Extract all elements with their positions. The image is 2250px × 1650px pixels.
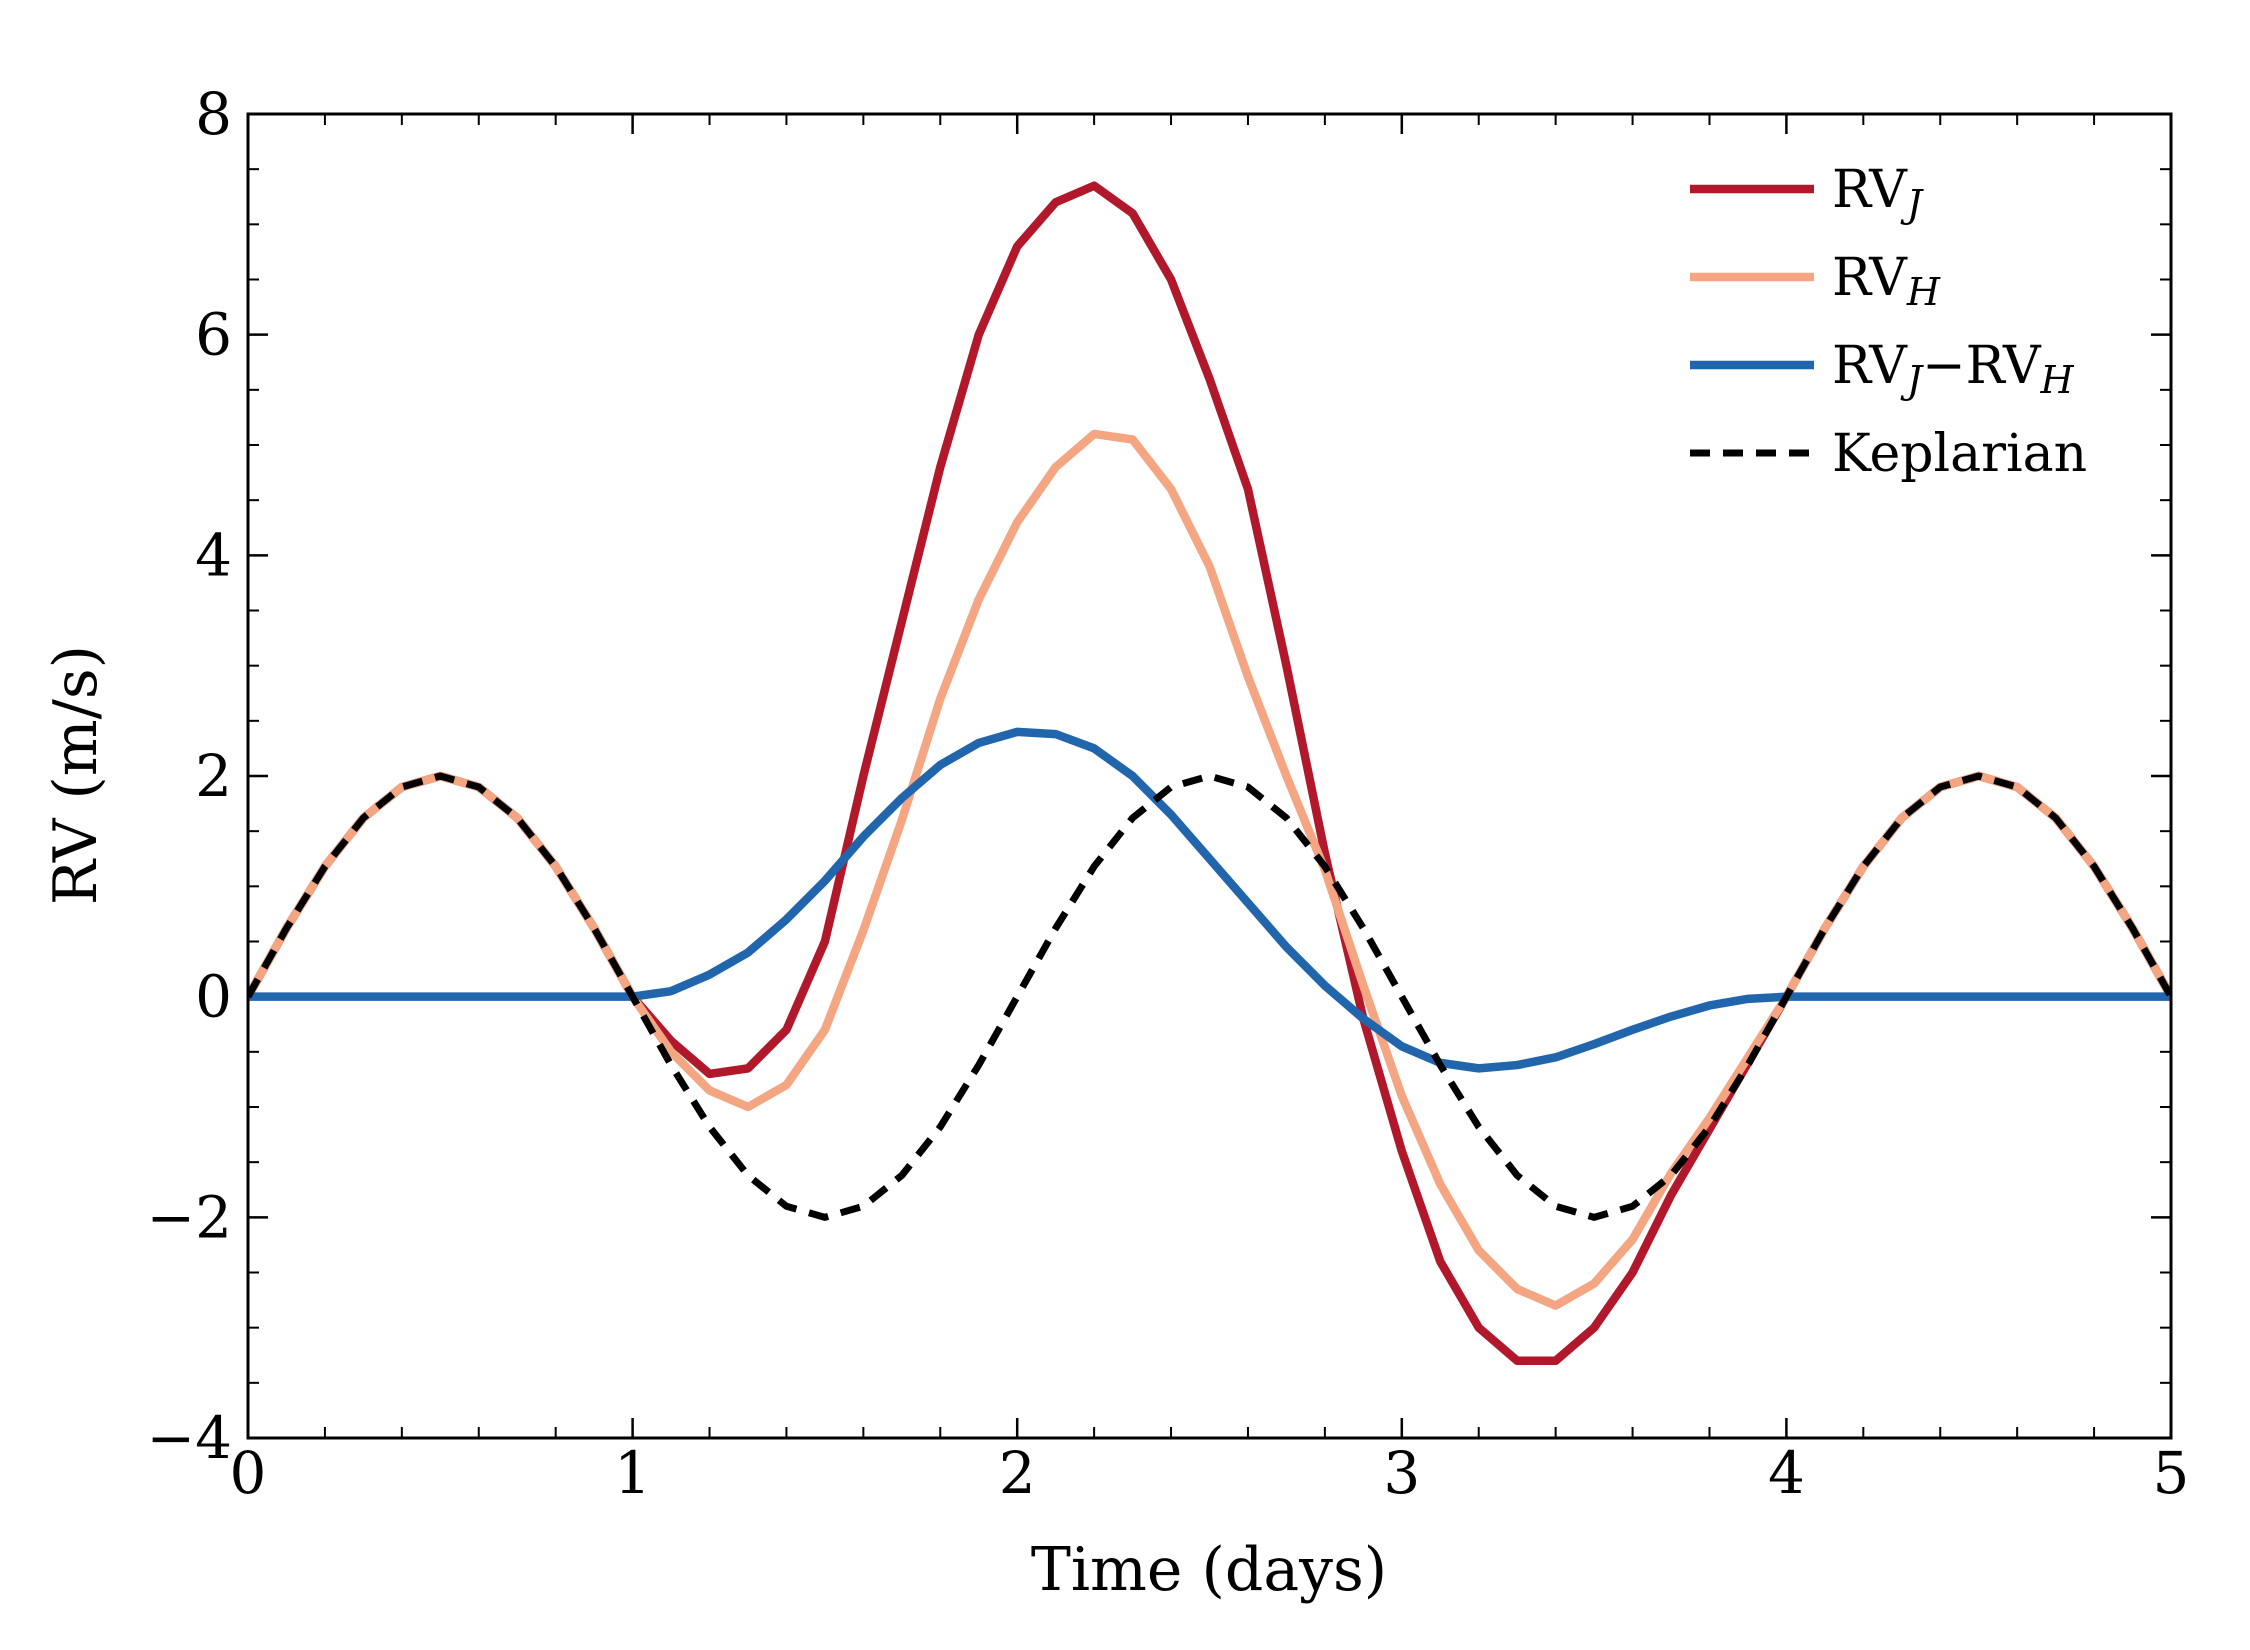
series-line bbox=[248, 727, 2171, 1073]
y-tick-label: −2 bbox=[147, 1183, 233, 1251]
y-tick-label: 2 bbox=[195, 742, 232, 810]
x-tick-label: 0 bbox=[230, 1439, 267, 1507]
plot-frame bbox=[246, 112, 2173, 1440]
x-tick-label: 3 bbox=[1383, 1439, 1420, 1507]
legend-label: Keplarian bbox=[1832, 424, 2087, 484]
series-line bbox=[248, 429, 2171, 1310]
legend-label: RVJ−RVH bbox=[1832, 336, 2075, 402]
x-tick-label: 2 bbox=[999, 1439, 1036, 1507]
legend-label: RVJ bbox=[1832, 160, 1924, 226]
legend-label: RVH bbox=[1832, 248, 1941, 314]
y-axis-label: RV (m/s) bbox=[41, 645, 111, 905]
x-tick-label: 1 bbox=[614, 1439, 651, 1507]
y-tick-label: 4 bbox=[195, 521, 232, 589]
y-tick-label: 8 bbox=[195, 80, 232, 148]
series-line bbox=[248, 772, 2171, 1221]
x-tick-label: 5 bbox=[2153, 1439, 2190, 1507]
y-tick-label: −4 bbox=[147, 1404, 233, 1472]
x-axis-label: Time (days) bbox=[1031, 1535, 1387, 1605]
y-tick-label: 6 bbox=[195, 301, 232, 369]
y-tick-label: 0 bbox=[195, 963, 232, 1031]
x-tick-label: 4 bbox=[1768, 1439, 1805, 1507]
